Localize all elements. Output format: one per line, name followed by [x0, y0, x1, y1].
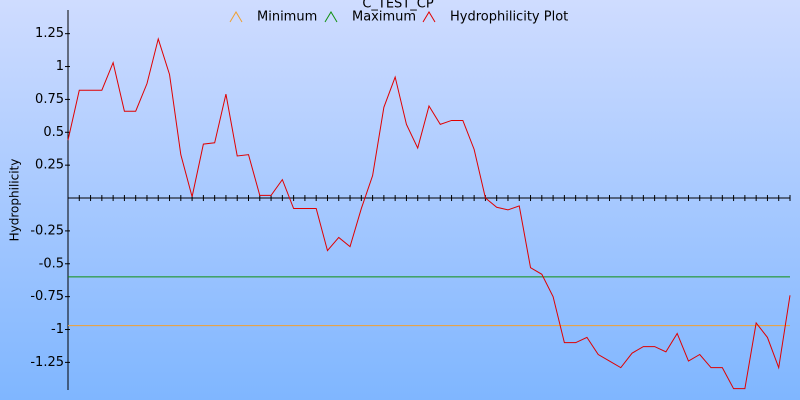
y-tick-label: -1.25	[30, 355, 64, 370]
y-tick-label: 0.5	[43, 125, 64, 140]
y-tick-label: -0.75	[30, 289, 64, 304]
legend-label: Minimum	[257, 10, 317, 25]
legend-label: Hydrophilicity Plot	[450, 10, 568, 25]
chart-title: C_TEST_CP	[362, 0, 434, 12]
y-tick-label: 1.25	[35, 26, 64, 41]
y-tick-label: 0.25	[35, 158, 64, 173]
y-axis-label: Hydrophilicity	[8, 159, 22, 242]
y-tick-label: 1	[56, 59, 64, 74]
y-tick-label: -0.5	[39, 256, 64, 271]
data-line	[67, 37, 791, 390]
legend-icon	[324, 11, 338, 23]
y-tick-label: -1	[51, 322, 64, 337]
y-tick-label: 0.75	[35, 92, 64, 107]
y-tick-label: -0.25	[30, 223, 64, 238]
legend-icon	[422, 11, 436, 23]
legend-icon	[229, 11, 243, 23]
legend-label: Maximum	[352, 10, 416, 25]
